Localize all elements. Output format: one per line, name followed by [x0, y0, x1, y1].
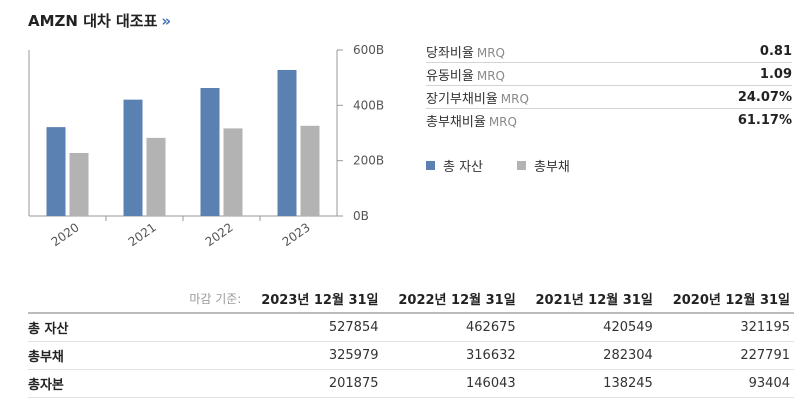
y-tick-label: 0B	[353, 209, 369, 223]
chevron-right-icon[interactable]: »	[161, 12, 172, 30]
page-title-text: AMZN 대차 대조표	[28, 12, 158, 30]
bar-total-assets-2020	[46, 127, 66, 216]
column-header: 2021년 12월 31일	[519, 284, 657, 314]
period-label: 마감 기준:	[182, 284, 246, 314]
ratio-row-quick: 당좌비율 MRQ 0.81	[426, 40, 792, 63]
table-cell: 321195	[656, 313, 794, 342]
x-tick-label: 2021	[126, 220, 159, 249]
row-label: 총 자산	[28, 313, 246, 342]
table-cell: 138245	[519, 369, 657, 398]
balance-sheet-chart: 0B 200B 400B 600B 2020 2021 2022 2023	[28, 43, 384, 249]
table-cell: 282304	[519, 341, 657, 370]
legend-swatch	[517, 161, 527, 170]
chart-legend: 총 자산 총부채	[426, 156, 604, 175]
y-tick-label: 600B	[353, 43, 384, 57]
ratio-list: 당좌비율 MRQ 0.81 유동비율 MRQ 1.09 장기부채비율 MRQ 24.0…	[426, 40, 792, 131]
table-row: 총부채 325979 316632 282304 227791	[28, 341, 794, 370]
y-tick-label: 200B	[353, 154, 384, 168]
ratio-value: 0.81	[759, 43, 792, 59]
table-header-row: 마감 기준: 2023년 12월 31일 2022년 12월 31일 2021년…	[28, 284, 794, 314]
bar-total-liabilities-2021	[146, 137, 166, 216]
table-row: 총 자산 527854 462675 420549 321195	[28, 313, 794, 342]
page-title: AMZN 대차 대조표»	[28, 10, 171, 31]
ratio-name: 당좌비율 MRQ	[426, 45, 505, 61]
table-cell: 527854	[245, 313, 383, 342]
table-cell: 146043	[382, 369, 520, 398]
column-header: 2020년 12월 31일	[656, 284, 794, 314]
table-row: 총자본 201875 146043 138245 93404	[28, 369, 794, 398]
table-cell: 227791	[656, 341, 794, 370]
x-tick-label: 2022	[203, 220, 236, 249]
bar-total-liabilities-2022	[223, 128, 243, 216]
bar-total-assets-2022	[200, 87, 220, 216]
ratio-row-long-term-debt: 장기부채비율 MRQ 24.07%	[426, 86, 792, 109]
bar-total-liabilities-2020	[69, 152, 89, 216]
x-tick-label: 2023	[280, 220, 313, 249]
legend-label: 총부채	[534, 160, 570, 175]
column-header: 2023년 12월 31일	[245, 284, 383, 314]
financial-table: 마감 기준: 2023년 12월 31일 2022년 12월 31일 2021년…	[28, 284, 794, 398]
table-cell: 93404	[656, 369, 794, 398]
ratio-name: 총부채비율 MRQ	[426, 114, 517, 130]
ratio-row-total-debt: 총부채비율 MRQ 61.17%	[426, 109, 792, 131]
y-tick-label: 400B	[353, 98, 384, 112]
legend-label: 총 자산	[443, 160, 484, 175]
table-cell: 201875	[245, 369, 383, 398]
row-label: 총부채	[28, 341, 246, 370]
table-cell: 462675	[382, 313, 520, 342]
table-corner	[28, 284, 182, 314]
ratio-value: 24.07%	[737, 89, 792, 105]
legend-item-total-assets: 총 자산	[426, 156, 483, 175]
column-header: 2022년 12월 31일	[382, 284, 520, 314]
ratio-value: 1.09	[759, 66, 792, 82]
ratio-name: 유동비율 MRQ	[426, 68, 505, 84]
row-label: 총자본	[28, 369, 246, 398]
table-cell: 325979	[245, 341, 383, 370]
ratio-row-current: 유동비율 MRQ 1.09	[426, 63, 792, 86]
bar-total-liabilities-2023	[300, 125, 320, 216]
ratio-value: 61.17%	[737, 112, 792, 128]
legend-item-total-liabilities: 총부채	[517, 156, 570, 175]
ratio-name: 장기부채비율 MRQ	[426, 91, 529, 107]
bar-total-assets-2021	[123, 99, 143, 216]
legend-swatch	[426, 161, 435, 170]
x-tick-label: 2020	[49, 220, 82, 249]
table-cell: 316632	[382, 341, 520, 370]
table-cell: 420549	[519, 313, 657, 342]
bar-total-assets-2023	[277, 69, 297, 217]
